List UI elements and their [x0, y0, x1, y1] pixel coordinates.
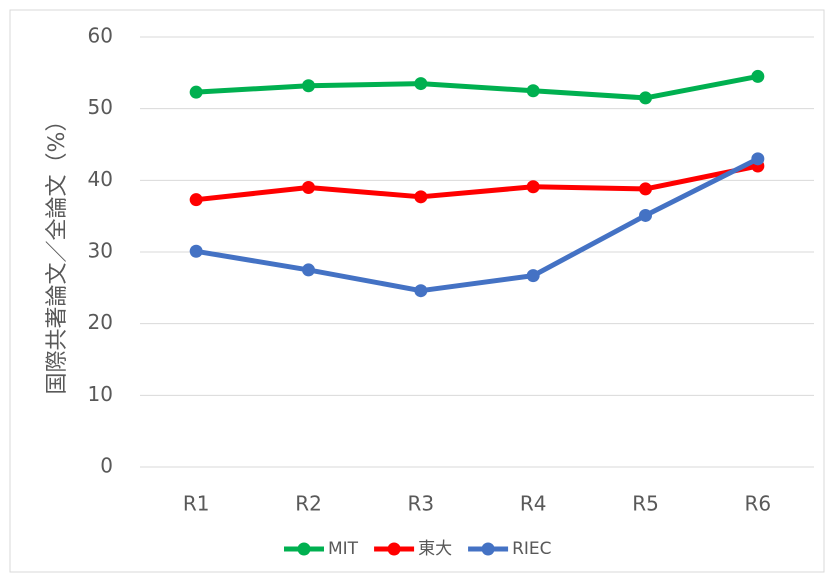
data-point — [302, 181, 315, 194]
data-point — [414, 284, 428, 298]
y-axis-label: 国際共著論文／全論文（%） — [45, 110, 70, 395]
legend-marker — [481, 542, 495, 556]
x-tick-label: R2 — [295, 492, 322, 516]
data-point — [189, 244, 203, 258]
legend-label: 東大 — [418, 539, 452, 559]
data-point — [639, 182, 652, 196]
data-point — [189, 85, 203, 99]
x-tick-label: R3 — [408, 492, 435, 516]
data-point — [526, 269, 540, 283]
y-tick-label: 50 — [88, 95, 113, 119]
y-tick-label: 10 — [88, 382, 113, 406]
data-point — [414, 190, 428, 204]
data-point — [751, 152, 765, 166]
series-line — [196, 73, 759, 101]
y-tick-label: 30 — [88, 239, 113, 263]
x-tick-label: R5 — [632, 492, 659, 516]
y-tick-label: 20 — [88, 310, 113, 334]
data-point — [526, 180, 540, 194]
legend-label: RIEC — [512, 539, 551, 559]
data-point — [302, 79, 315, 93]
data-point — [189, 193, 203, 207]
series-line — [195, 163, 759, 203]
x-tick-label: R6 — [745, 492, 772, 516]
series-line — [195, 156, 759, 294]
y-tick-label: 0 — [100, 454, 113, 478]
y-tick-label: 60 — [88, 24, 113, 48]
data-point — [526, 84, 540, 98]
legend-label: MIT — [328, 539, 359, 559]
data-point — [302, 263, 315, 277]
x-tick-label: R4 — [520, 492, 547, 516]
legend-marker — [297, 542, 311, 556]
data-point — [751, 69, 765, 83]
x-tick-label: R1 — [183, 492, 210, 516]
legend-marker — [387, 542, 401, 556]
data-point — [639, 208, 652, 222]
data-point — [639, 91, 652, 105]
data-point — [414, 77, 428, 91]
y-tick-label: 40 — [88, 167, 113, 191]
